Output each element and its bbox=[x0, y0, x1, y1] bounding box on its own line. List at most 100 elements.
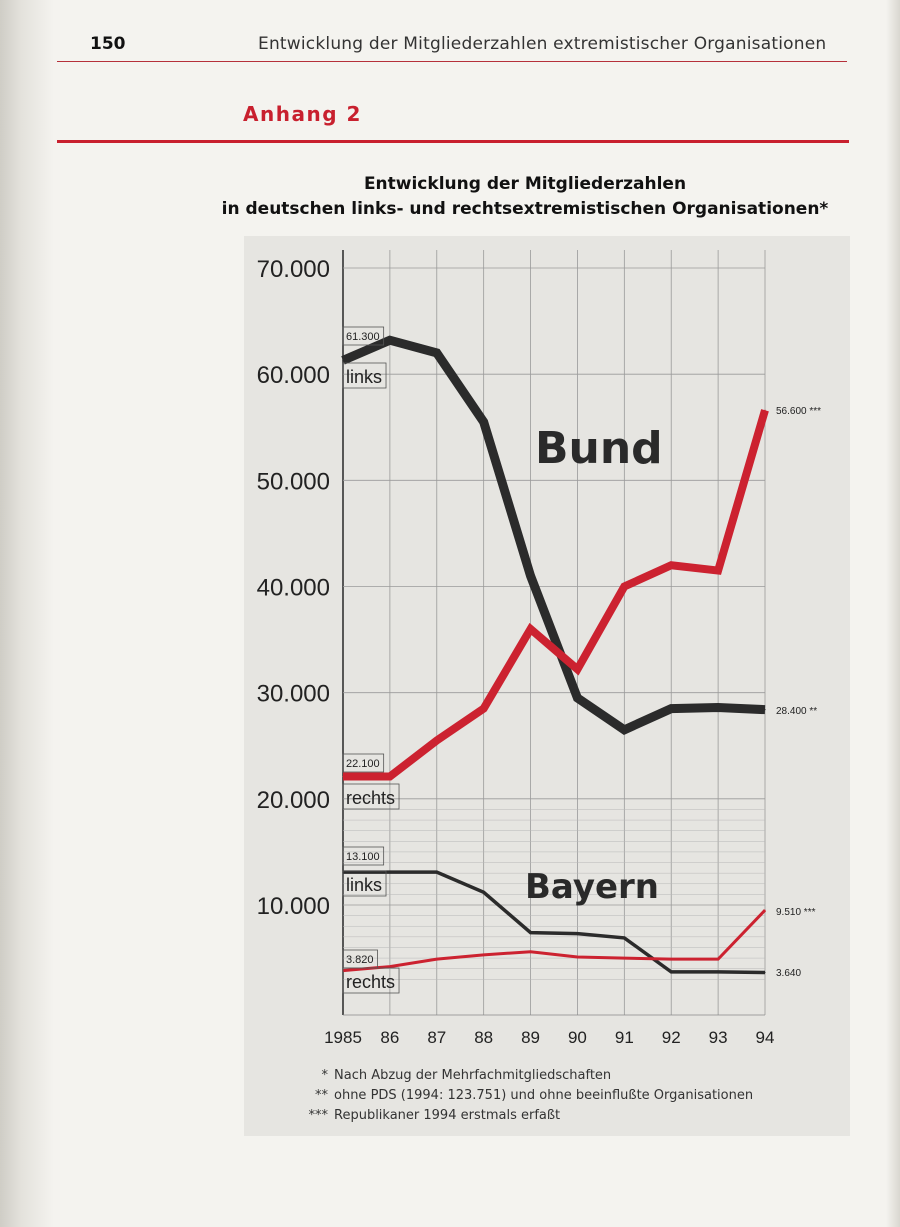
start-label-bund-rechts: 22.100 bbox=[346, 758, 380, 770]
chart-title-line1: Entwicklung der Mitgliederzahlen bbox=[363, 174, 687, 194]
chart-title: Entwicklung der Mitgliederzahlen in deut… bbox=[200, 172, 850, 222]
data-point bbox=[717, 569, 719, 572]
data-point bbox=[717, 958, 719, 960]
data-point bbox=[436, 352, 438, 354]
footnote-3: *** Republikaner 1994 erstmals erfaßt bbox=[308, 1108, 561, 1123]
x-tick-label: 1985 bbox=[324, 1028, 362, 1047]
series-name-bayern-rechts-box bbox=[342, 967, 400, 994]
data-point bbox=[342, 775, 344, 778]
data-point bbox=[717, 706, 719, 709]
x-tick-label: 89 bbox=[521, 1028, 540, 1047]
data-point bbox=[436, 871, 438, 873]
series-name-bayern-rechts: rechts bbox=[346, 972, 395, 992]
data-point bbox=[623, 729, 625, 731]
data-point bbox=[483, 954, 485, 956]
series-line-bund-rechts bbox=[343, 409, 769, 781]
start-label-bayern-rechts: 3.820 bbox=[346, 954, 374, 966]
data-point bbox=[389, 339, 391, 341]
start-label-bund-rechts-box bbox=[342, 753, 385, 773]
data-point bbox=[576, 668, 579, 670]
chart-labels: 61.300 links 22.100 rechts 13.100 links 3.820 r… bbox=[342, 326, 821, 994]
series-name-bund-links: links bbox=[346, 367, 382, 387]
data-point bbox=[764, 409, 766, 411]
data-point bbox=[389, 871, 391, 873]
x-tick-label: 86 bbox=[380, 1028, 399, 1047]
series-name-bund-links-box bbox=[342, 362, 387, 389]
chart-title-line2: in deutschen links- und rechtsextremisti… bbox=[221, 199, 829, 219]
data-point bbox=[764, 909, 766, 911]
end-label-bund-rechts: 56.600 *** bbox=[776, 406, 821, 417]
series-name-bayern-links: links bbox=[346, 875, 382, 895]
data-point bbox=[623, 585, 625, 588]
y-tick-label: 30.000 bbox=[257, 681, 330, 708]
series-name-bund-rechts-box bbox=[342, 783, 400, 810]
data-point bbox=[342, 359, 344, 361]
data-point bbox=[670, 971, 672, 973]
data-point bbox=[576, 956, 579, 958]
section-label: Anhang 2 bbox=[243, 102, 362, 126]
data-point bbox=[764, 971, 766, 974]
group-label-bayern: Bayern bbox=[525, 867, 659, 907]
data-point bbox=[529, 575, 532, 577]
x-tick-label: 93 bbox=[709, 1028, 728, 1047]
data-point bbox=[717, 971, 719, 973]
data-point bbox=[389, 965, 391, 968]
y-tick-label: 40.000 bbox=[257, 575, 330, 602]
x-tick-label: 91 bbox=[615, 1028, 634, 1047]
x-tick-label: 92 bbox=[662, 1028, 681, 1047]
x-tick-label: 88 bbox=[474, 1028, 493, 1047]
page-number: 150 bbox=[90, 34, 126, 54]
chart-background bbox=[244, 236, 850, 1136]
data-point bbox=[670, 564, 672, 566]
y-tick-label: 70.000 bbox=[257, 256, 330, 283]
x-tick-label: 87 bbox=[427, 1028, 446, 1047]
book-spine-shadow bbox=[0, 0, 54, 1227]
page-edge-shadow bbox=[886, 0, 900, 1227]
footnote-1: * Nach Abzug der Mehrfachmitgliedschaften bbox=[321, 1068, 612, 1083]
end-label-bayern-links: 3.640 bbox=[776, 968, 801, 979]
series-line-bund-links bbox=[341, 335, 766, 735]
y-axis-ticks: 10.000 20.000 30.000 40.000 50.000 60.000 70.0… bbox=[257, 256, 330, 920]
x-tick-label: 94 bbox=[756, 1028, 775, 1047]
series-line-bayern-rechts bbox=[342, 909, 767, 973]
chart-series bbox=[341, 335, 769, 975]
series-line-bayern-links bbox=[343, 870, 766, 975]
data-point bbox=[576, 933, 579, 935]
data-point bbox=[670, 707, 672, 710]
data-point bbox=[483, 707, 485, 710]
start-label-bund-links: 61.300 bbox=[346, 331, 380, 343]
data-point bbox=[670, 958, 672, 960]
x-tick-label: 90 bbox=[568, 1028, 587, 1047]
data-point bbox=[623, 957, 625, 959]
end-label-bund-links: 28.400 ** bbox=[776, 706, 817, 717]
y-tick-label: 20.000 bbox=[257, 787, 330, 814]
running-title: Entwicklung der Mitgliederzahlen extremi… bbox=[258, 34, 827, 54]
series-name-bayern-links-box bbox=[342, 870, 387, 897]
start-label-bund-links-box bbox=[342, 326, 385, 346]
y-tick-label: 10.000 bbox=[257, 893, 330, 920]
footnotes: * Nach Abzug der Mehrfachmitgliedschaften… bbox=[290, 1066, 754, 1126]
data-point bbox=[529, 628, 532, 630]
data-point bbox=[389, 775, 391, 778]
y-tick-label: 50.000 bbox=[257, 468, 330, 495]
start-label-bayern-links-box bbox=[342, 846, 385, 866]
data-point bbox=[483, 421, 485, 423]
data-point bbox=[764, 709, 766, 711]
y-tick-label: 60.000 bbox=[257, 362, 330, 389]
group-label-bund: Bund bbox=[535, 423, 663, 474]
data-point bbox=[576, 697, 579, 699]
section-rule bbox=[57, 140, 849, 143]
data-point bbox=[483, 891, 485, 893]
header-rule bbox=[57, 61, 847, 62]
data-point bbox=[623, 937, 625, 939]
x-axis-ticks: 1985 86 87 88 89 90 91 92 93 94 bbox=[324, 1028, 774, 1047]
footnote-2: ** ohne PDS (1994: 123.751) und ohne beei… bbox=[315, 1088, 754, 1103]
data-point bbox=[436, 739, 438, 742]
data-point bbox=[529, 932, 532, 934]
start-label-bayern-links: 13.100 bbox=[346, 851, 380, 863]
series-name-bund-rechts: rechts bbox=[346, 788, 395, 808]
end-label-bayern-rechts: 9.510 *** bbox=[776, 907, 816, 918]
data-point bbox=[529, 951, 532, 953]
data-point bbox=[436, 958, 438, 960]
